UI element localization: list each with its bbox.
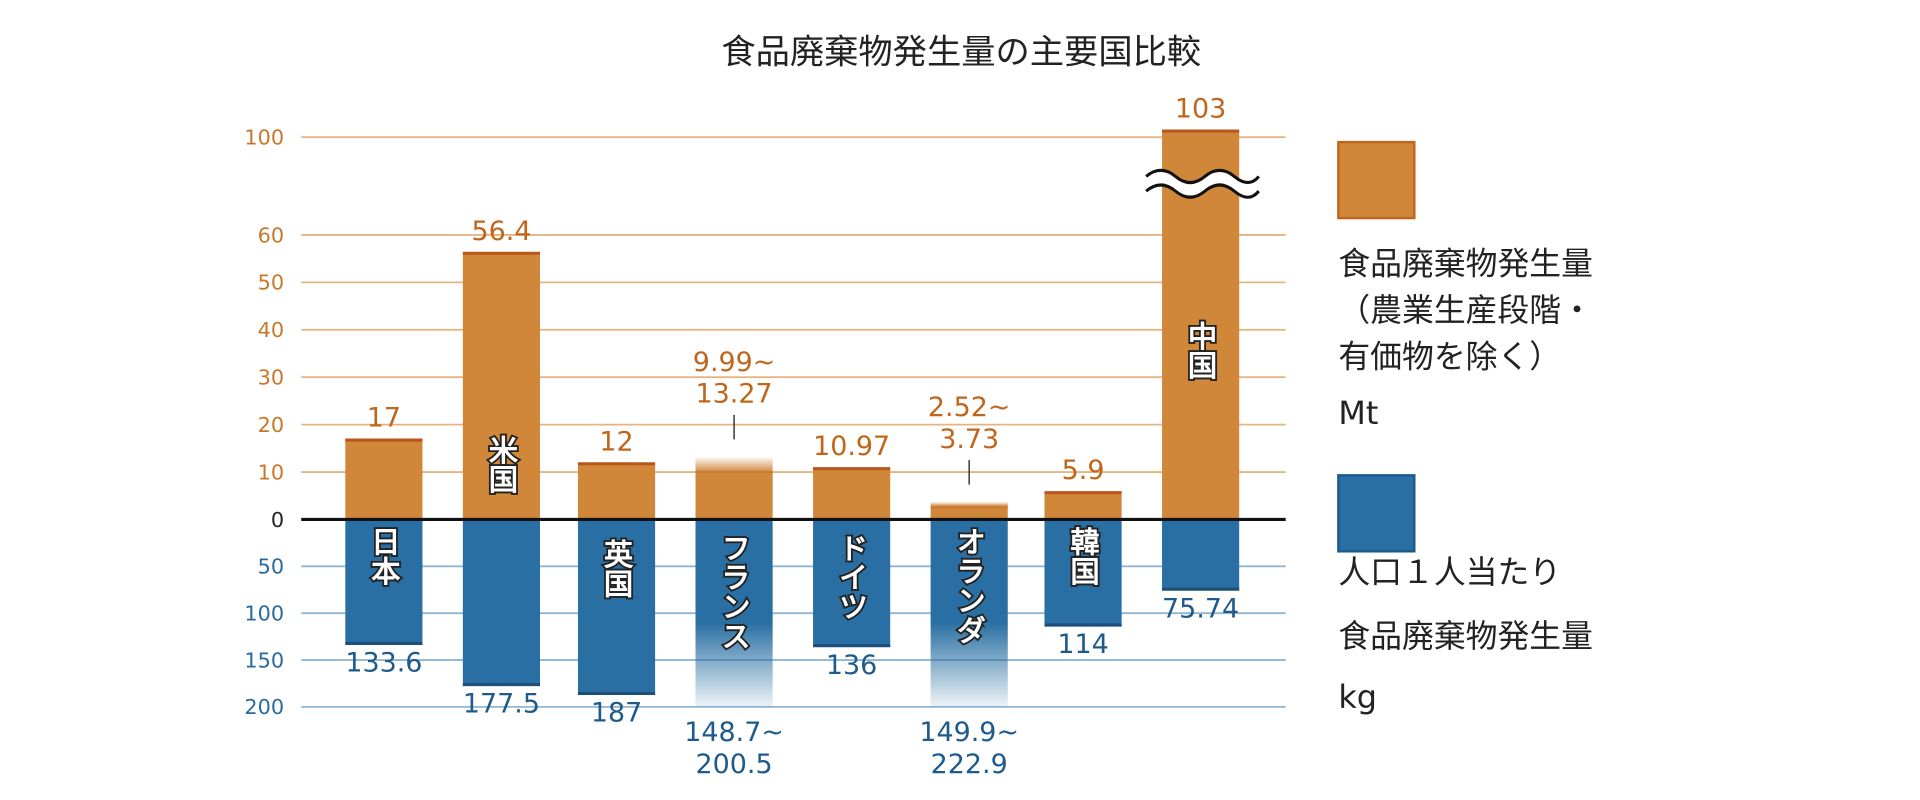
y-tick-label-lower: 100 — [244, 602, 284, 626]
value-label-upper: 56.4 — [471, 216, 531, 247]
bar-lower — [345, 519, 423, 645]
y-tick-label-upper: 50 — [258, 271, 284, 295]
bar-lower — [1044, 519, 1122, 627]
value-label-upper: 2.52~ — [928, 392, 1011, 423]
country-label: 米国 — [484, 435, 518, 494]
y-tick-label-upper: 60 — [258, 223, 284, 247]
value-label-upper: 3.73 — [939, 424, 999, 455]
bar-upper — [1044, 491, 1122, 520]
legend-blue-line: kg — [1338, 678, 1377, 716]
country-label: フランス — [717, 533, 751, 651]
bar-lower — [1162, 519, 1240, 591]
value-label-lower: 136 — [826, 650, 877, 681]
y-tick-label-lower: 150 — [244, 648, 284, 672]
chart-title: 食品廃棄物発生量の主要国比較 — [721, 33, 1201, 73]
value-label-lower: 148.7~ — [684, 717, 784, 748]
axis-break-mark — [1145, 168, 1260, 199]
value-label-lower: 200.5 — [696, 749, 773, 780]
legend-blue-line: 食品廃棄物発生量 — [1338, 617, 1593, 655]
value-label-upper: 17 — [367, 403, 401, 434]
value-label-upper: 5.9 — [1062, 455, 1105, 486]
country-label: 韓国 — [1066, 527, 1100, 586]
bar-upper — [462, 252, 540, 520]
bar-lower — [577, 519, 656, 695]
y-tick-label-upper: 0 — [271, 508, 284, 532]
bar-upper — [577, 462, 656, 520]
y-tick-label-lower: 200 — [244, 695, 284, 719]
value-label-upper: 12 — [599, 426, 633, 457]
bar-lower — [930, 519, 1008, 707]
value-label-upper: 10.97 — [813, 431, 890, 462]
country-label: オランダ — [952, 527, 986, 645]
country-label: ドイツ — [835, 533, 869, 621]
value-label-lower: 75.74 — [1162, 593, 1239, 624]
y-tick-label-upper: 10 — [258, 460, 284, 484]
y-tick-label-upper: 20 — [258, 413, 284, 437]
legend-swatch-orange — [1337, 140, 1416, 220]
axis-break-mark — [1142, 172, 1264, 196]
bar-upper — [695, 456, 773, 520]
country-label: 日本 — [367, 527, 401, 586]
legend-orange-line: Mt — [1338, 394, 1378, 432]
country-label: 英国 — [600, 539, 634, 598]
value-label-lower: 177.5 — [463, 689, 540, 720]
bar-lower — [695, 519, 773, 707]
country-label: 中国 — [1184, 321, 1218, 380]
value-label-lower: 114 — [1057, 629, 1108, 660]
legend-orange-line: （農業生産段階・ — [1338, 291, 1593, 329]
value-label-lower: 187 — [591, 698, 642, 729]
value-label-upper: 103 — [1175, 94, 1226, 125]
bar-upper — [813, 467, 891, 520]
y-tick-label-upper: 30 — [258, 366, 284, 390]
bar-lower — [462, 519, 540, 686]
y-tick-label-upper: 100 — [244, 126, 284, 150]
legend: 食品廃棄物発生量 （農業生産段階・ 有価物を除く） Mt 人口１人当たり 食品廃… — [1337, 140, 1593, 716]
legend-orange-line: 有価物を除く） — [1338, 338, 1561, 376]
legend-orange-line: 食品廃棄物発生量 — [1338, 244, 1593, 282]
legend-blue-line: 人口１人当たり — [1338, 553, 1561, 591]
bar-upper — [345, 438, 423, 520]
y-tick-label-lower: 50 — [258, 555, 284, 579]
value-label-upper: 9.99~ — [693, 347, 776, 378]
legend-swatch-blue — [1337, 474, 1416, 553]
value-label-lower: 222.9 — [931, 749, 1008, 780]
value-label-upper: 13.27 — [696, 379, 773, 410]
bar-lower — [813, 519, 891, 647]
value-label-lower: 133.6 — [345, 648, 422, 679]
bar-upper — [930, 501, 1008, 520]
value-label-lower: 149.9~ — [919, 717, 1019, 748]
y-tick-label-upper: 40 — [258, 318, 284, 342]
